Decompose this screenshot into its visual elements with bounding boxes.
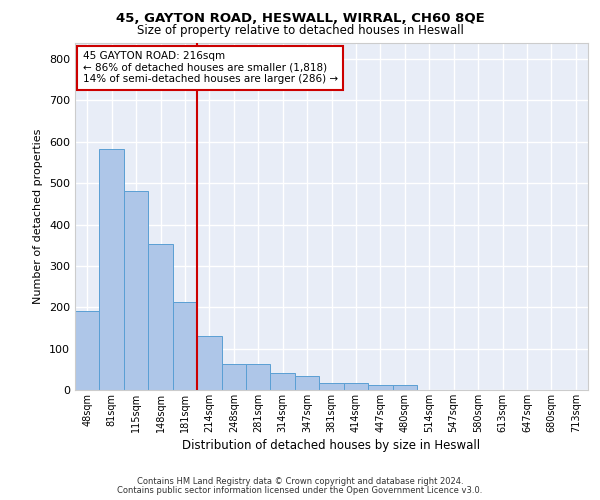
- Bar: [319, 383, 344, 390]
- Bar: [173, 302, 197, 390]
- Text: Contains HM Land Registry data © Crown copyright and database right 2024.: Contains HM Land Registry data © Crown c…: [137, 478, 463, 486]
- Bar: [100, 149, 124, 390]
- X-axis label: Distribution of detached houses by size in Heswall: Distribution of detached houses by size …: [182, 439, 481, 452]
- Text: Contains public sector information licensed under the Open Government Licence v3: Contains public sector information licen…: [118, 486, 482, 495]
- Bar: [295, 376, 319, 390]
- Bar: [344, 384, 368, 390]
- Text: 45, GAYTON ROAD, HESWALL, WIRRAL, CH60 8QE: 45, GAYTON ROAD, HESWALL, WIRRAL, CH60 8…: [116, 12, 484, 26]
- Bar: [221, 364, 246, 390]
- Bar: [197, 336, 221, 390]
- Bar: [368, 386, 392, 390]
- Bar: [148, 244, 173, 390]
- Y-axis label: Number of detached properties: Number of detached properties: [34, 128, 43, 304]
- Text: 45 GAYTON ROAD: 216sqm
← 86% of detached houses are smaller (1,818)
14% of semi-: 45 GAYTON ROAD: 216sqm ← 86% of detached…: [83, 51, 338, 84]
- Bar: [75, 310, 100, 390]
- Text: Size of property relative to detached houses in Heswall: Size of property relative to detached ho…: [137, 24, 463, 37]
- Bar: [271, 374, 295, 390]
- Bar: [124, 191, 148, 390]
- Bar: [392, 386, 417, 390]
- Bar: [246, 364, 271, 390]
